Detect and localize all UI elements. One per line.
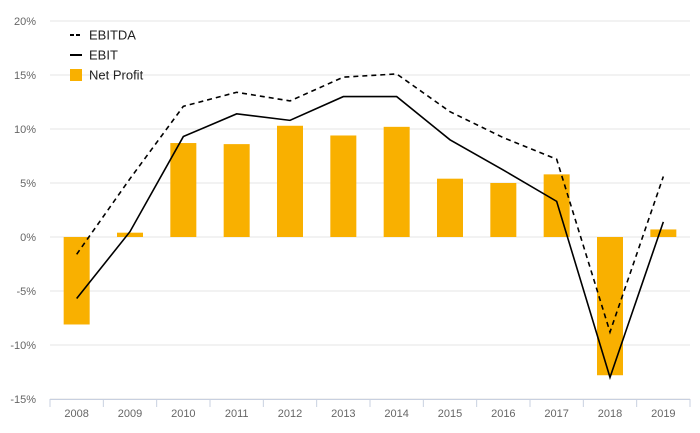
x-tick-label: 2010 [171,408,195,420]
net-profit-bar [330,135,357,237]
net-profit-bar [650,229,677,237]
net-profit-bar [170,143,197,237]
y-tick-label: 5% [20,178,36,190]
net-profit-bar [383,126,410,237]
net-profit-bar [63,237,90,325]
legend: EBITDA EBIT Net Profit [70,28,144,83]
legend-ebit-label: EBIT [89,48,118,63]
net-profit-bar [117,232,143,237]
ebitda-line [76,73,665,335]
legend-net-profit-label: Net Profit [89,68,144,83]
y-tick-label: 0% [20,232,36,244]
legend-net-profit-swatch [70,69,82,81]
net-profit-bar [277,125,303,237]
y-axis: 20% 15% 10% 5% 0% -5% -10% -15% [10,16,36,406]
legend-ebitda-label: EBITDA [89,28,136,43]
ebit-line [76,95,665,381]
net-profit-bar [490,183,517,237]
line-series [76,73,665,381]
gridlines [50,20,690,400]
x-tick-label: 2015 [438,408,462,420]
x-tick-label: 2009 [118,408,142,420]
net-profit-bar [223,144,250,237]
net-profit-bars [63,125,677,376]
x-tick-label: 2018 [598,408,622,420]
x-tick-label: 2008 [64,408,88,420]
x-tick-label: 2017 [544,408,568,420]
y-tick-label: -15% [10,394,36,406]
x-tick-label: 2016 [491,408,515,420]
net-profit-bar [543,174,570,237]
x-tick-label: 2013 [331,408,355,420]
x-tick-label: 2011 [225,408,249,420]
x-tick-label: 2014 [384,408,408,420]
x-tick-label: 2012 [278,408,302,420]
y-tick-label: 10% [14,124,36,136]
net-profit-bar [437,178,463,237]
y-tick-label: -5% [16,286,36,298]
y-tick-label: -10% [10,340,36,352]
y-tick-label: 20% [14,16,36,28]
x-tick-label: 2019 [651,408,675,420]
x-axis: 2008 2009 2010 2011 2012 2013 2014 2015 2016 2017… [49,399,691,420]
y-tick-label: 15% [14,70,36,82]
